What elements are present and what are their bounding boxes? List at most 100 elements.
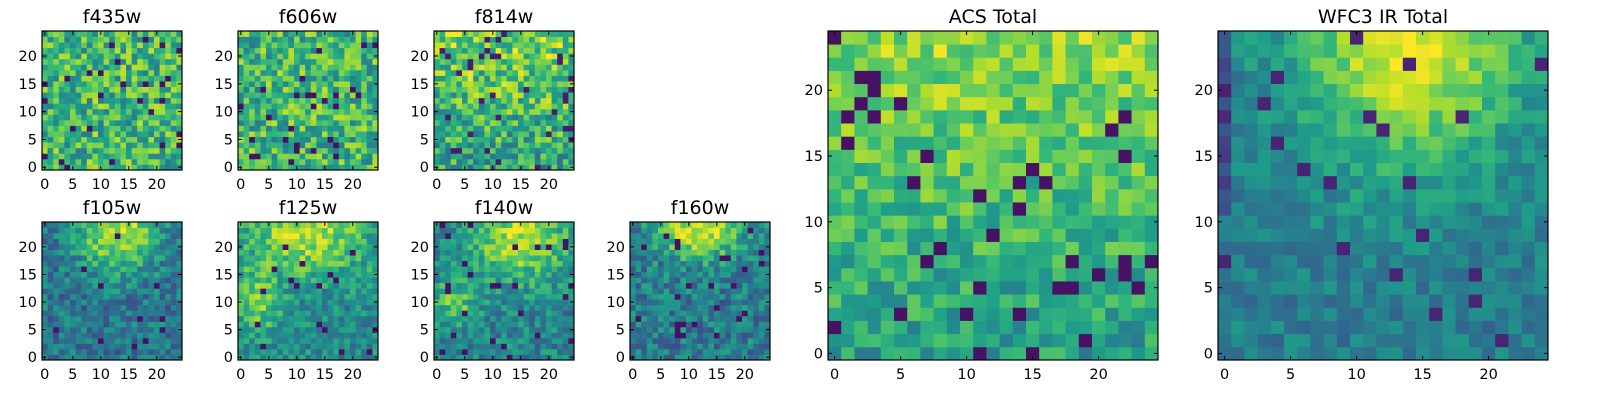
heatmap-cell xyxy=(75,354,82,361)
heatmap-cell xyxy=(120,332,127,339)
heatmap-cell xyxy=(641,304,648,311)
heatmap-cell xyxy=(131,164,138,171)
heatmap-cell xyxy=(322,131,328,138)
heatmap-cell xyxy=(557,42,564,49)
heatmap-cell xyxy=(652,233,659,239)
heatmap-cell xyxy=(142,58,149,65)
heatmap-cell xyxy=(159,142,166,149)
heatmap-cell xyxy=(338,42,345,49)
heatmap-cell xyxy=(86,125,93,132)
heatmap-cell xyxy=(81,147,88,154)
heatmap-cell xyxy=(42,277,48,284)
heatmap-cell xyxy=(92,266,99,273)
x-tick-label: 20 xyxy=(736,367,754,383)
heatmap-cell xyxy=(691,255,698,262)
heatmap-cell xyxy=(165,86,172,93)
heatmap-cell xyxy=(327,299,334,306)
heatmap-cell xyxy=(170,75,177,82)
heatmap-cell xyxy=(249,227,256,234)
heatmap-cell xyxy=(506,42,513,49)
heatmap-cell xyxy=(103,293,110,300)
heatmap-cell xyxy=(137,75,144,82)
heatmap-cell xyxy=(635,332,642,339)
heatmap-cell xyxy=(880,333,895,348)
heatmap-cell xyxy=(92,64,99,71)
heatmap-cell xyxy=(126,271,132,278)
heatmap-cell xyxy=(674,255,681,262)
heatmap-cell xyxy=(333,136,340,143)
heatmap-cell xyxy=(630,288,636,295)
heatmap-cell xyxy=(86,343,93,350)
heatmap-cell xyxy=(445,288,452,295)
heatmap-cell xyxy=(764,310,771,317)
heatmap-cell xyxy=(42,249,48,256)
heatmap-cell xyxy=(355,288,362,295)
heatmap-cell xyxy=(238,277,244,284)
heatmap-cell xyxy=(355,64,362,71)
heatmap-cell xyxy=(697,337,704,344)
heatmap-cell xyxy=(1065,267,1080,282)
heatmap-cell xyxy=(305,222,312,228)
heatmap-cell xyxy=(154,114,160,121)
heatmap-cell xyxy=(501,266,508,273)
heatmap-cell xyxy=(294,227,300,234)
heatmap-cell xyxy=(490,277,496,284)
heatmap-cell xyxy=(450,321,457,328)
heatmap-cell xyxy=(456,348,463,355)
heatmap-cell xyxy=(562,131,569,138)
heatmap-cell xyxy=(350,131,356,138)
heatmap-cell xyxy=(450,64,457,71)
heatmap-cell xyxy=(691,266,698,273)
heatmap-cell xyxy=(75,31,82,37)
heatmap-cell xyxy=(260,81,267,87)
heatmap-cell xyxy=(288,293,295,300)
heatmap-cell xyxy=(867,254,882,269)
heatmap-cell xyxy=(568,310,575,317)
heatmap-cell xyxy=(299,36,306,43)
heatmap-cell xyxy=(478,131,485,138)
heatmap-cell xyxy=(473,310,480,317)
heatmap-cell xyxy=(238,142,244,149)
heatmap-cell xyxy=(109,31,116,37)
heatmap-cell xyxy=(946,228,961,242)
heatmap-cells xyxy=(42,222,183,361)
heatmap-cell xyxy=(439,164,446,171)
heatmap-cell xyxy=(1065,320,1080,335)
heatmap-cell xyxy=(42,227,48,234)
heatmap-cell xyxy=(635,343,642,350)
heatmap-cell xyxy=(841,149,855,163)
heatmap-cell xyxy=(686,293,692,300)
heatmap-cell xyxy=(81,277,88,284)
heatmap-cell xyxy=(490,47,496,54)
heatmap-cell xyxy=(674,233,681,239)
heatmap-cell xyxy=(462,227,468,234)
heatmap-cell xyxy=(126,238,132,245)
heatmap-cell xyxy=(529,97,536,104)
heatmap-cell xyxy=(490,53,496,60)
heatmap-cell xyxy=(148,108,155,115)
heatmap-cell xyxy=(1078,228,1093,242)
heatmap-cell xyxy=(372,222,379,228)
heatmap-cell xyxy=(170,299,177,306)
heatmap-cell xyxy=(946,346,961,361)
heatmap-cell xyxy=(103,244,110,250)
heatmap-cell xyxy=(742,227,748,234)
heatmap-cell xyxy=(551,164,558,171)
heatmap-cell xyxy=(372,31,379,37)
heatmap-cell xyxy=(523,332,530,339)
heatmap-cell xyxy=(841,346,855,361)
heatmap-cell xyxy=(120,164,127,171)
heatmap-cell xyxy=(333,81,340,87)
heatmap-cell xyxy=(495,299,502,306)
heatmap-cell xyxy=(758,266,765,273)
heatmap-cell xyxy=(518,227,524,234)
heatmap-cell xyxy=(523,75,530,82)
heatmap-cell xyxy=(562,293,569,300)
heatmap-cell xyxy=(260,354,267,361)
heatmap-cell xyxy=(523,310,530,317)
heatmap-cell xyxy=(86,142,93,149)
heatmap-cell xyxy=(137,47,144,54)
heatmap-cell xyxy=(260,293,267,300)
heatmap-cell xyxy=(1144,307,1159,321)
heatmap-cell xyxy=(501,136,508,143)
